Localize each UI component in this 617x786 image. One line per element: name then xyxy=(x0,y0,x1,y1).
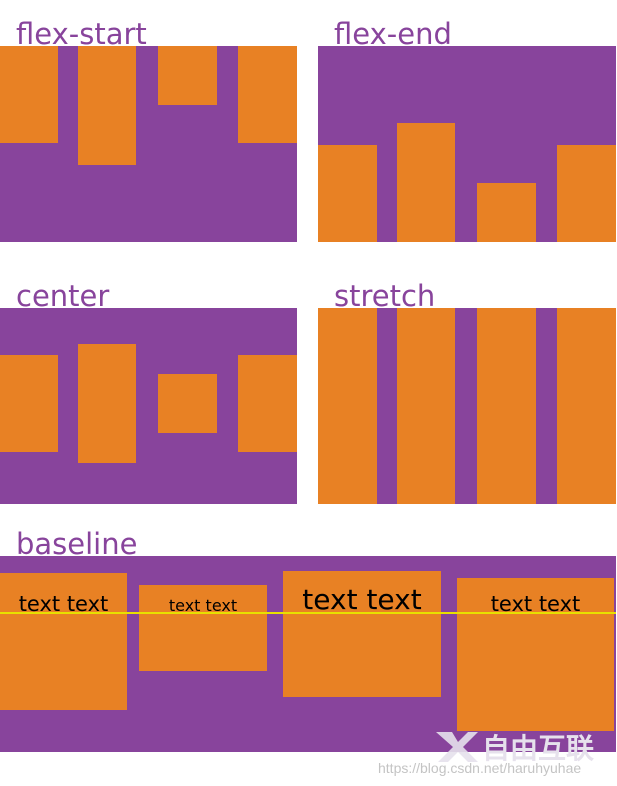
stretch-item-1 xyxy=(318,308,377,504)
stretch-item-3 xyxy=(477,308,536,504)
baseline-container: text text text text text text text text xyxy=(0,556,616,752)
flex-start-container xyxy=(0,46,297,242)
watermark-logo: 自由互联 xyxy=(436,732,594,764)
flex-start-item-4 xyxy=(238,46,297,143)
baseline-item-3-text: text text xyxy=(302,583,422,616)
watermark-logo-text: 自由互联 xyxy=(482,732,594,764)
center-item-2 xyxy=(78,344,136,463)
flex-end-item-4 xyxy=(557,145,616,242)
center-item-1 xyxy=(0,355,58,452)
baseline-item-4: text text xyxy=(457,578,614,731)
center-container xyxy=(0,308,297,504)
stretch-item-4 xyxy=(557,308,616,504)
baseline-item-1: text text xyxy=(0,573,127,710)
baseline-label: baseline xyxy=(16,527,138,561)
stretch-item-2 xyxy=(397,308,455,504)
flex-start-item-3 xyxy=(158,46,217,105)
baseline-item-2: text text xyxy=(139,585,267,671)
stretch-label: stretch xyxy=(334,279,436,313)
baseline-item-1-text: text text xyxy=(18,592,109,616)
flex-start-item-1 xyxy=(0,46,58,143)
baseline-reference-line xyxy=(0,612,616,614)
baseline-item-3: text text xyxy=(283,571,441,697)
baseline-item-2-text: text text xyxy=(168,596,238,615)
flex-start-label: flex-start xyxy=(16,17,147,51)
center-item-3 xyxy=(158,374,217,433)
flex-start-item-2 xyxy=(78,46,136,165)
watermark-url: https://blog.csdn.net/haruhyuhae xyxy=(378,760,582,776)
flex-end-item-2 xyxy=(397,123,455,242)
center-item-4 xyxy=(238,355,297,452)
flex-end-item-1 xyxy=(318,145,377,242)
flex-end-container xyxy=(318,46,616,242)
watermark-logo-mark xyxy=(436,732,478,762)
stretch-container xyxy=(318,308,616,504)
baseline-item-4-text: text text xyxy=(490,592,581,616)
center-label: center xyxy=(16,279,110,313)
flex-end-item-3 xyxy=(477,183,536,242)
flex-end-label: flex-end xyxy=(334,17,452,51)
